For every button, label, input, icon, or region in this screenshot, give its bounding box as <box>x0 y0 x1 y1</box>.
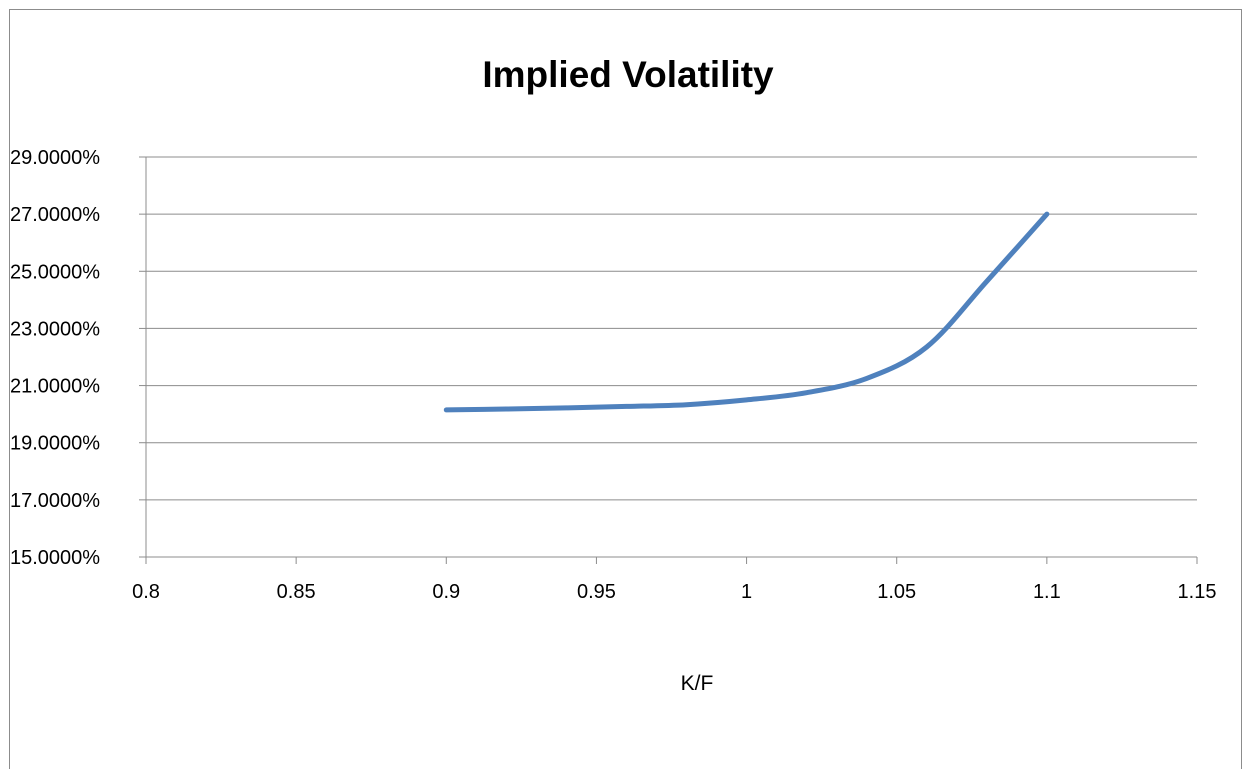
x-tick-label: 0.85 <box>277 581 316 603</box>
y-tick-label: 25.0000% <box>10 261 100 283</box>
y-tick-label: 29.0000% <box>10 147 100 169</box>
y-tick-label: 21.0000% <box>10 376 100 398</box>
x-tick-label: 0.9 <box>432 581 460 603</box>
chart-frame: Implied Volatility 15.0000% 17.0000% 19.00… <box>9 9 1242 769</box>
x-tick-label: 1.1 <box>1033 581 1061 603</box>
x-tick-label: 0.8 <box>132 581 160 603</box>
y-tick-label: 17.0000% <box>10 490 100 512</box>
line-chart: Implied Volatility 15.0000% 17.0000% 19.00… <box>10 54 1216 695</box>
chart-title: Implied Volatility <box>482 54 774 95</box>
x-tick-label: 1.15 <box>1178 581 1217 603</box>
gridlines <box>146 156 1197 501</box>
tick-labels: 15.0000% 17.0000% 19.0000% 21.0000% 23.0000%… <box>10 147 1216 603</box>
series-lines <box>443 211 1050 413</box>
y-tick-label: 19.0000% <box>10 433 100 455</box>
y-tick-label: 15.0000% <box>10 547 100 569</box>
x-tick-label: 1.05 <box>877 581 916 603</box>
y-tick-label: 27.0000% <box>10 204 100 226</box>
axes <box>139 156 1198 564</box>
y-tick-label: 23.0000% <box>10 318 100 340</box>
x-axis-title: K/F <box>681 672 714 695</box>
x-tick-label: 1 <box>741 581 752 603</box>
series-line <box>443 211 1050 413</box>
x-tick-label: 0.95 <box>577 581 616 603</box>
